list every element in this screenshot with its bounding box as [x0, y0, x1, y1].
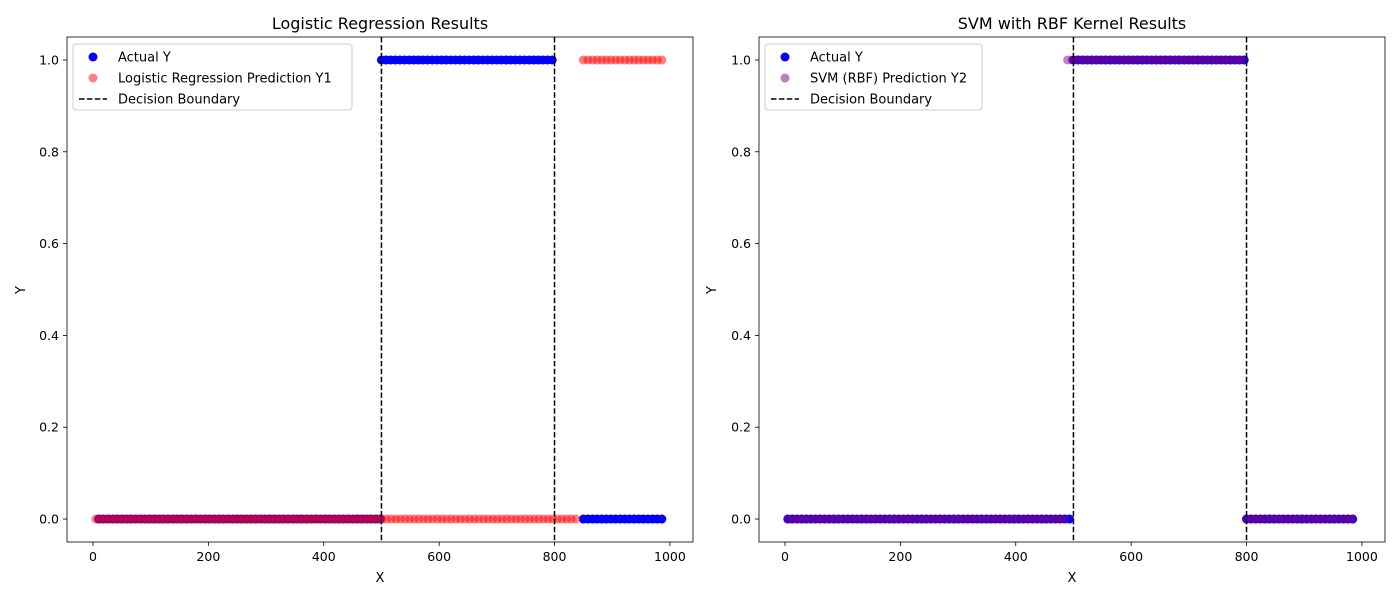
legend-label: Decision Boundary: [810, 93, 932, 108]
plot-area: 0 200 400 600 800 1000 0.0 0.2 0.4 0.6 0.8 1.0 Actua…: [39, 36, 694, 564]
series-logistic-regression-prediction-y1: [91, 55, 667, 524]
x-tick-label: 600: [1119, 549, 1143, 564]
y-tick-label: 1.0: [731, 52, 751, 67]
y-tick-label: 0.2: [39, 420, 59, 435]
y-axis-label: Y: [705, 286, 720, 295]
chart-title: Logistic Regression Results: [272, 14, 488, 33]
y-tick-label: 0.0: [39, 512, 59, 527]
series-actual-y: [783, 55, 1358, 524]
x-tick-label: 1000: [1346, 549, 1378, 564]
x-tick-label: 0: [89, 549, 97, 564]
y-tick-label: 0.4: [39, 328, 59, 343]
y-tick-label: 0.8: [39, 144, 59, 159]
y-tick-label: 0.4: [731, 328, 751, 343]
y-axis-label: Y: [14, 286, 29, 295]
legend-marker: [780, 73, 790, 83]
y-tick-label: 0.6: [731, 236, 751, 251]
x-axis-label: X: [376, 571, 385, 586]
legend-label: Decision Boundary: [118, 93, 240, 108]
data-point: [1348, 514, 1358, 524]
legend-label: Actual Y: [118, 51, 171, 66]
legend-marker: [88, 52, 98, 62]
x-tick-label: 0: [781, 549, 789, 564]
x-tick-label: 800: [543, 549, 567, 564]
x-tick-label: 1000: [654, 549, 686, 564]
legend-box: [764, 43, 983, 111]
legend-box: [72, 43, 353, 111]
y-tick-label: 0.8: [731, 144, 751, 159]
series-actual-y: [94, 55, 667, 524]
chart-panel-svm: SVM with RBF Kernel Results X Y 0 200 400 6…: [705, 14, 1386, 586]
y-tick-label: 1.0: [39, 52, 59, 67]
x-tick-label: 400: [312, 549, 336, 564]
legend-label: SVM (RBF) Prediction Y2: [810, 72, 967, 87]
axes-frame: [758, 36, 1386, 543]
legend-marker: [780, 52, 790, 62]
chart-panel-logistic: Logistic Regression Results X Y 0 200 400 6…: [14, 14, 694, 586]
x-tick-label: 400: [1004, 549, 1028, 564]
x-axis-label: X: [1068, 571, 1077, 586]
legend: Actual Y SVM (RBF) Prediction Y2 Decision …: [764, 43, 983, 111]
y-tick-label: 0.2: [731, 420, 751, 435]
series-svm-rbf-prediction-y2: [783, 55, 1358, 524]
x-tick-label: 200: [196, 549, 220, 564]
legend-label: Actual Y: [810, 51, 863, 66]
y-tick-label: 0.0: [731, 512, 751, 527]
legend: Actual Y Logistic Regression Prediction Y…: [72, 43, 353, 111]
legend-label: Logistic Regression Prediction Y1: [118, 72, 332, 87]
x-tick-label: 200: [888, 549, 912, 564]
data-point: [657, 55, 667, 65]
axes-frame: [66, 36, 694, 543]
data-point: [1238, 55, 1248, 65]
y-tick-label: 0.6: [39, 236, 59, 251]
data-point: [571, 514, 581, 524]
chart-title: SVM with RBF Kernel Results: [958, 14, 1187, 33]
data-point: [547, 55, 557, 65]
x-tick-label: 800: [1235, 549, 1259, 564]
x-tick-label: 600: [427, 549, 451, 564]
data-point: [1060, 514, 1070, 524]
data-point: [657, 514, 667, 524]
legend-marker: [88, 73, 98, 83]
plot-area: 0 200 400 600 800 1000 0.0 0.2 0.4 0.6 0.8 1.0 Actua…: [731, 36, 1386, 564]
